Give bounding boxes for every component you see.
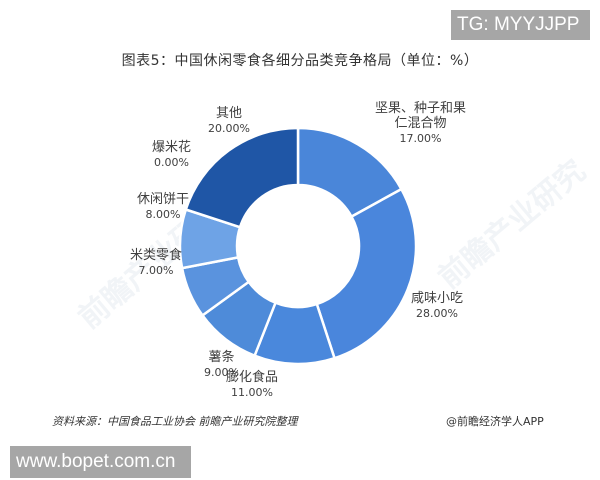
label-rice-value: 7.00%: [138, 264, 174, 277]
label-puffed-name: 膨化食品: [226, 370, 279, 385]
label-biscuit-value: 8.00%: [145, 208, 181, 221]
label-savory-value: 28.00%: [416, 307, 458, 320]
label-puffed-food: 膨化食品 11.00%: [226, 370, 278, 400]
label-savory-snacks: 咸味小吃 28.00%: [411, 291, 463, 321]
credit-note: @前瞻经济学人APP: [446, 415, 544, 428]
label-other-name: 其他: [215, 106, 242, 121]
label-other: 其他 20.00%: [208, 106, 250, 136]
url-watermark-badge: www.bopet.com.cn: [10, 446, 191, 478]
label-biscuit-name: 休闲饼干: [137, 192, 190, 207]
label-nuts-value: 17.00%: [399, 132, 442, 145]
chart-title: 图表5：中国休闲零食各细分品类竞争格局（单位：%）: [121, 53, 479, 69]
label-popcorn-value: 0.00%: [154, 156, 189, 169]
label-nuts-name-2: 仁混合物: [394, 116, 447, 131]
slice-other: [184, 126, 300, 229]
label-rice-name: 米类零食: [130, 248, 183, 263]
source-note: 资料来源：中国食品工业协会 前瞻产业研究院整理: [52, 415, 298, 428]
label-puffed-value: 11.00%: [231, 386, 273, 399]
label-nuts-name-1: 坚果、种子和果: [375, 101, 467, 116]
label-biscuits: 休闲饼干 8.00%: [137, 192, 189, 222]
label-popcorn-name: 爆米花: [152, 140, 192, 155]
label-fries-value: 9.00%: [204, 366, 239, 379]
label-nuts: 坚果、种子和果 仁混合物 17.00%: [375, 101, 466, 146]
slice-savory-snacks: [315, 187, 418, 360]
label-savory-name: 咸味小吃: [411, 291, 464, 306]
label-other-value: 20.00%: [208, 122, 250, 135]
tg-watermark-badge: TG: MYYJJPP: [451, 10, 590, 40]
label-fries: 薯条 9.00%: [204, 350, 239, 380]
label-popcorn: 爆米花 0.00%: [152, 140, 191, 170]
label-fries-name: 薯条: [208, 350, 235, 365]
label-rice-snacks: 米类零食 7.00%: [130, 248, 182, 278]
